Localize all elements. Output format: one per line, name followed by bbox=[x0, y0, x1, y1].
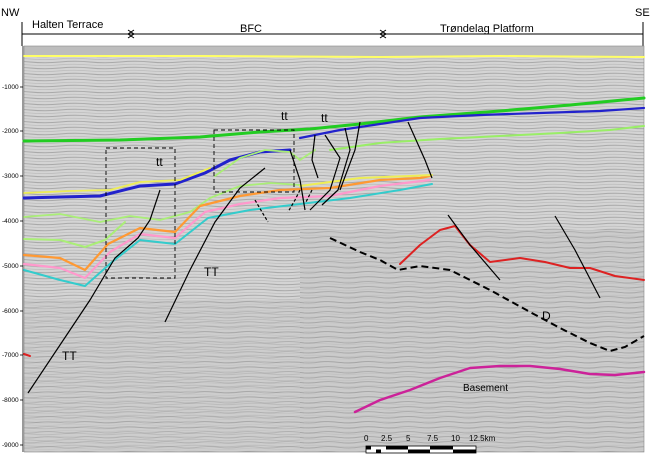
depth-tick-3000: -3000 bbox=[2, 173, 19, 180]
fault-TT-west bbox=[27, 189, 161, 394]
header-band: NW SE Halten Terrace BFC Trøndelag Platf… bbox=[0, 0, 657, 46]
scale-tick-7.5: 7.5 bbox=[427, 434, 439, 443]
fault-TT-central bbox=[164, 167, 266, 323]
fault-bfc-2 bbox=[311, 134, 319, 179]
domain-label-trondelag: Trøndelag Platform bbox=[440, 23, 534, 35]
depth-tick-9000: -9000 bbox=[2, 442, 19, 449]
scale-tick-5: 5 bbox=[406, 434, 411, 443]
depth-tick-2000: -2000 bbox=[2, 128, 19, 135]
scale-tick-12.5km: 12.5km bbox=[469, 434, 496, 443]
fault-bfc-4 bbox=[321, 127, 351, 206]
fault-bfc-1 bbox=[289, 149, 306, 211]
horizon-pink bbox=[22, 178, 432, 280]
horizons bbox=[22, 55, 646, 414]
domain-label-bfc: BFC bbox=[240, 23, 262, 35]
faults bbox=[27, 121, 601, 394]
scale-bar: 0 2.5 5 7.5 10 12.5km bbox=[364, 434, 496, 454]
label-TT-central: TT bbox=[204, 265, 219, 279]
horizon-orange bbox=[22, 174, 432, 272]
label-detachment-D: D bbox=[542, 309, 551, 323]
corner-label-nw: NW bbox=[1, 7, 20, 19]
scale-tick-2.5: 2.5 bbox=[381, 434, 393, 443]
fault-bfc-3 bbox=[309, 134, 341, 211]
depth-tick-8000: -8000 bbox=[2, 397, 19, 404]
horizon-lightgreen-2 bbox=[23, 221, 126, 248]
horizon-yellow-deep bbox=[299, 174, 433, 187]
depth-tick-4000: -4000 bbox=[2, 218, 19, 225]
horizon-red-platform bbox=[399, 225, 645, 281]
fault-platform-3 bbox=[554, 215, 601, 299]
scale-tick-10: 10 bbox=[451, 434, 460, 443]
horizon-green-upper bbox=[22, 96, 646, 143]
horizon-lightgreen-platform bbox=[329, 125, 645, 151]
domain-halten-terrace: Halten Terrace bbox=[21, 19, 135, 46]
depth-tick-6000: -6000 bbox=[2, 308, 19, 315]
domain-trondelag: Trøndelag Platform bbox=[379, 22, 644, 46]
horizon-seabed-yellow bbox=[23, 55, 645, 58]
scale-tick-0: 0 bbox=[364, 434, 369, 443]
horizon-red-west bbox=[23, 353, 31, 357]
inset-box-bfc bbox=[213, 129, 295, 193]
depth-tick-1000: -1000 bbox=[2, 84, 19, 91]
horizon-blue-platform bbox=[298, 106, 646, 140]
label-tt-bfc-1: tt bbox=[281, 109, 288, 123]
depth-tick-5000: -5000 bbox=[2, 263, 19, 270]
label-TT-west: TT bbox=[62, 349, 77, 363]
annotations: tt tt tt TT TT D Basement bbox=[62, 109, 551, 394]
depth-tick-7000: -7000 bbox=[2, 352, 19, 359]
depth-axis: -1000 -2000 -3000 -4000 -5000 -6000 -700… bbox=[0, 46, 24, 456]
fault-dashed-3 bbox=[305, 189, 313, 203]
fault-platform-2 bbox=[447, 214, 501, 281]
corner-label-se: SE bbox=[635, 7, 650, 19]
domain-label-halten: Halten Terrace bbox=[32, 19, 103, 31]
fault-dashed-2 bbox=[287, 189, 301, 213]
label-basement: Basement bbox=[463, 383, 508, 394]
horizon-cyan bbox=[23, 183, 433, 287]
fault-dashed-1 bbox=[254, 199, 269, 223]
horizon-green-dome bbox=[214, 149, 316, 177]
fault-platform-1 bbox=[407, 121, 433, 179]
label-tt-bfc-2: tt bbox=[321, 111, 328, 125]
inset-box-halten bbox=[105, 147, 176, 279]
fault-bfc-5 bbox=[339, 121, 361, 191]
label-tt-halten: tt bbox=[156, 155, 163, 169]
basement-horizon bbox=[353, 364, 646, 414]
horizon-yellow-halten bbox=[23, 167, 211, 194]
